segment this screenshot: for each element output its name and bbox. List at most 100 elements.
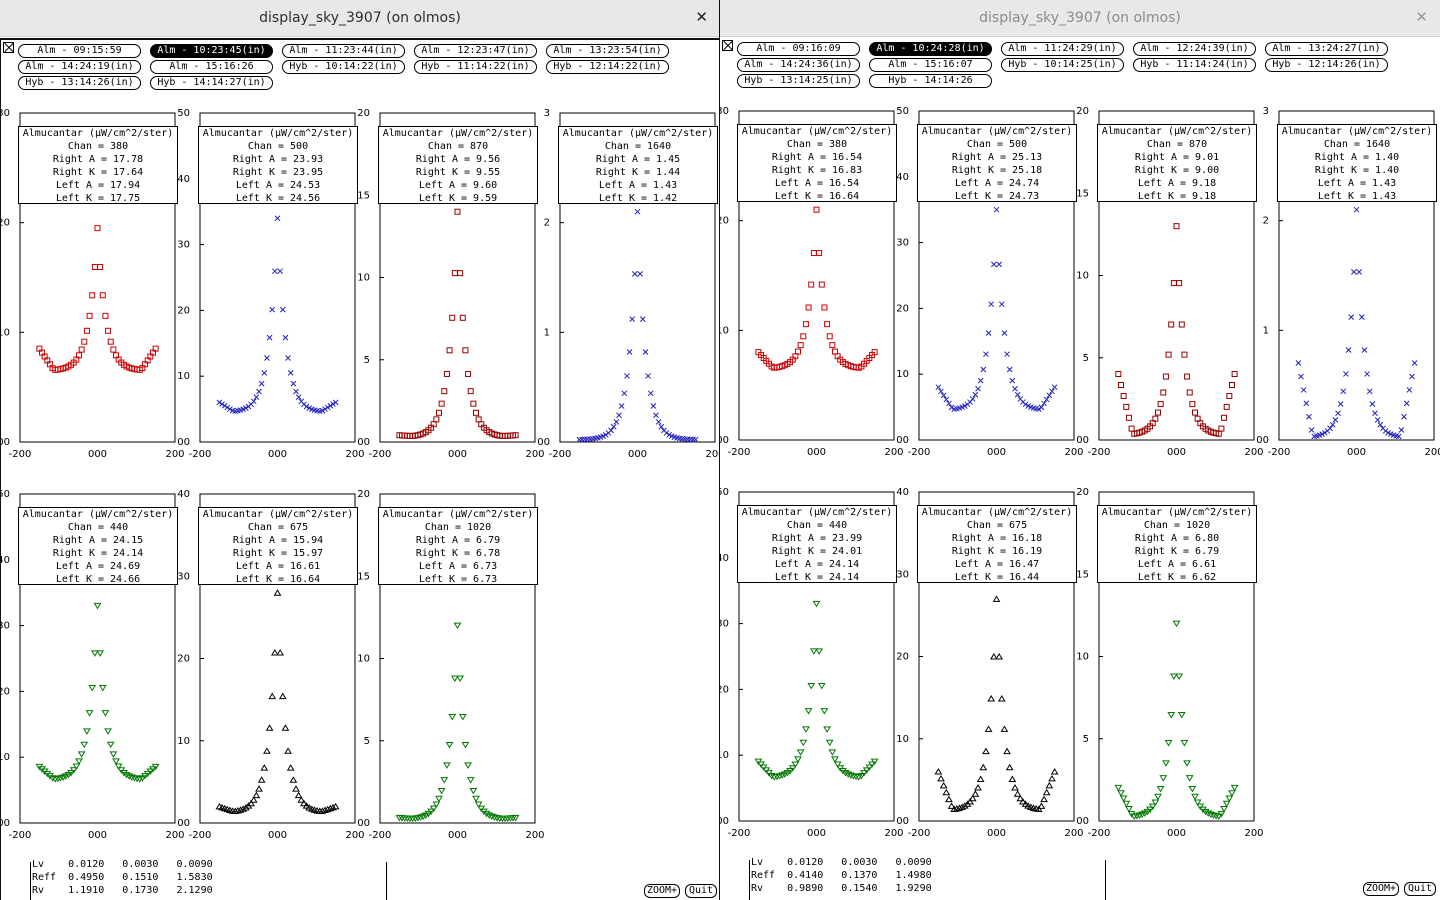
time-button[interactable]: Alm - 09:16:09	[737, 42, 860, 56]
data-point	[985, 330, 992, 336]
data-point	[1401, 413, 1407, 420]
time-button[interactable]: Alm - 14:24:36(in)	[737, 58, 860, 72]
time-button[interactable]: Hyb - 12:14:26(in)	[1265, 58, 1388, 72]
y-tick-label: 40	[0, 555, 10, 566]
data-point	[1169, 673, 1178, 680]
stats-line-rk: Right K = 24.14	[52, 548, 144, 559]
data-point	[1013, 790, 1022, 797]
time-button[interactable]: Hyb - 11:14:22(in)	[414, 60, 537, 74]
data-point	[432, 801, 441, 808]
time-button[interactable]: Hyb - 10:14:22(in)	[282, 60, 405, 74]
data-point	[1398, 427, 1405, 433]
y-tick-label: 00	[896, 816, 909, 827]
stats-line-ra: Right A = 6.79	[415, 535, 501, 546]
time-button[interactable]: Hyb - 14:14:26	[869, 74, 992, 88]
time-button[interactable]: Hyb - 13:14:25(in)	[737, 74, 860, 88]
data-point	[870, 758, 879, 766]
data-point	[453, 622, 462, 630]
data-point	[1122, 800, 1131, 808]
data-point	[292, 785, 300, 792]
data-point	[89, 292, 96, 299]
stats-row: Lv 0.0120 0.0030 0.0090	[751, 857, 932, 868]
time-button[interactable]: Hyb - 10:14:25(in)	[1001, 58, 1124, 72]
data-point	[952, 805, 961, 812]
y-tick-label: 15	[357, 190, 370, 201]
close-box-icon[interactable]	[3, 42, 14, 53]
data-point	[799, 739, 808, 747]
y-tick-label: 10	[0, 327, 10, 338]
data-point	[1045, 781, 1054, 789]
time-button[interactable]: Alm - 13:23:54(in)	[546, 44, 669, 58]
data-point	[1228, 790, 1236, 797]
y-tick-label: 20	[896, 303, 909, 314]
data-point	[512, 432, 519, 439]
data-point	[470, 400, 477, 407]
time-button[interactable]: Alm - 14:24:19(in)	[18, 60, 141, 74]
data-point	[465, 370, 472, 377]
y-tick-label: 20	[720, 216, 729, 227]
data-point	[979, 763, 988, 771]
data-point	[266, 334, 273, 341]
plot-panel-chan-500: 00 10 20 30 40 50 -200 000 200 Almucantar (µW/cm^…	[177, 108, 378, 493]
data-point	[1329, 421, 1336, 428]
time-button[interactable]: Hyb - 13:14:26(in)	[18, 76, 141, 90]
time-button[interactable]: Alm - 13:24:27(in)	[1265, 42, 1388, 56]
data-point	[441, 388, 448, 395]
y-tick-label: 00	[177, 818, 190, 829]
data-point	[247, 799, 255, 807]
zoom-button[interactable]: ZOOM+	[1363, 882, 1399, 896]
y-tick-label: 5	[364, 355, 370, 366]
time-button[interactable]: Alm - 09:15:59	[18, 44, 141, 58]
data-point	[93, 602, 102, 610]
time-button[interactable]: Hyb - 14:14:27(in)	[150, 76, 273, 90]
data-point	[1019, 798, 1027, 805]
title-bar[interactable]: display_sky_3907 (on olmos) ✕	[0, 0, 719, 37]
data-point	[101, 710, 110, 717]
data-point	[233, 806, 242, 814]
close-icon[interactable]: ✕	[1415, 8, 1428, 26]
close-icon[interactable]: ✕	[695, 8, 708, 26]
data-point	[1000, 725, 1009, 732]
x-tick-label: -200	[189, 830, 212, 841]
plot-frame	[738, 110, 895, 441]
data-point	[783, 769, 792, 777]
quit-button[interactable]: Quit	[685, 884, 717, 898]
time-button[interactable]: Alm - 15:16:07	[869, 58, 992, 72]
y-tick-label: 00	[177, 437, 190, 448]
time-button[interactable]: Hyb - 12:14:22(in)	[546, 60, 669, 74]
data-point	[78, 346, 85, 353]
data-point	[968, 794, 977, 802]
time-button[interactable]: Alm - 12:23:47(in)	[414, 44, 537, 58]
data-series	[35, 602, 160, 783]
time-button[interactable]: Alm - 11:23:44(in)	[282, 44, 405, 58]
data-point	[300, 799, 308, 807]
close-box-icon[interactable]	[722, 40, 733, 51]
y-tick-label: 3	[1263, 106, 1269, 117]
time-button[interactable]: Alm - 12:24:39(in)	[1133, 42, 1256, 56]
data-point	[865, 764, 874, 771]
stats-line-la: Left A = 1.43	[598, 180, 678, 191]
data-point	[971, 790, 980, 797]
data-point	[1006, 366, 1013, 373]
zoom-button[interactable]: ZOOM+	[644, 884, 680, 898]
time-button[interactable]: Hyb - 11:14:24(in)	[1133, 58, 1256, 72]
data-point	[319, 407, 326, 414]
time-button[interactable]: Alm - 10:23:45(in)	[150, 44, 273, 58]
quit-button[interactable]: Quit	[1404, 882, 1436, 896]
data-point	[1382, 428, 1389, 434]
time-button[interactable]: Alm - 15:16:26	[150, 60, 273, 74]
data-point	[81, 338, 88, 345]
y-tick-label: 00	[896, 435, 909, 446]
data-point	[227, 406, 233, 412]
time-button[interactable]: Alm - 11:24:29(in)	[1001, 42, 1124, 56]
title-bar[interactable]: display_sky_3907 (on olmos) ✕	[720, 0, 1440, 37]
data-point	[449, 314, 456, 321]
time-button[interactable]: Alm - 10:24:28(in)	[869, 42, 992, 56]
data-series	[1295, 206, 1418, 440]
data-point	[440, 777, 449, 784]
y-tick-label: 30	[0, 621, 10, 632]
data-point	[281, 724, 290, 731]
data-point	[988, 301, 995, 308]
data-point	[788, 765, 797, 772]
data-point	[980, 366, 987, 373]
